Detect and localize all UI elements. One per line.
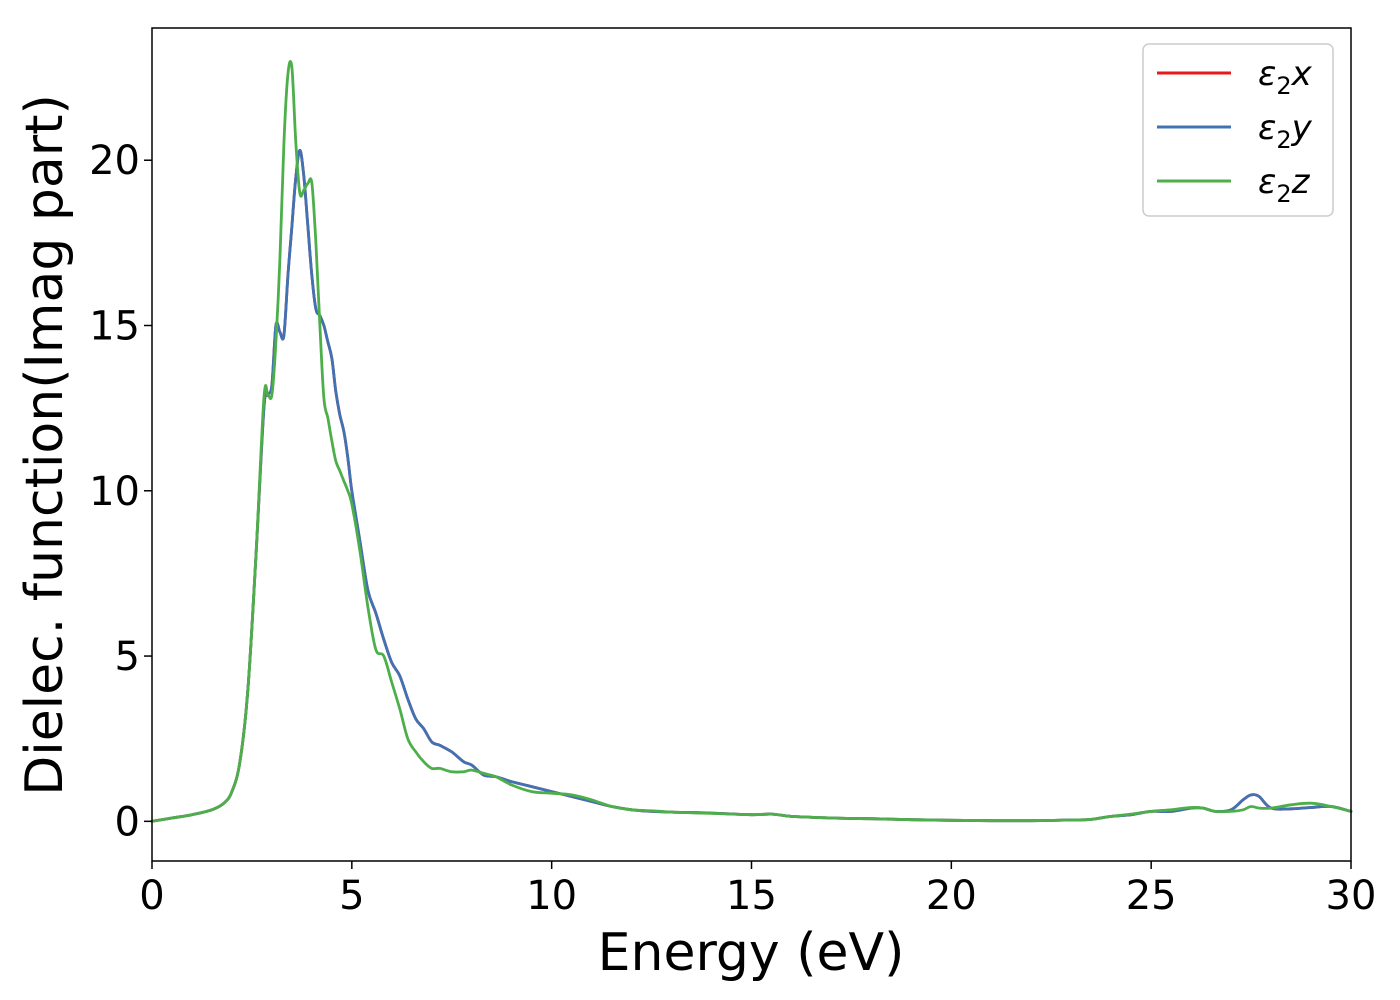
x-tick-label: 25: [1126, 873, 1177, 919]
x-tick-label: 5: [339, 873, 364, 919]
y-tick-label: 20: [89, 138, 140, 184]
y-tick-label: 15: [89, 304, 140, 350]
series-line-z: [150, 59, 1353, 823]
x-tick-label: 10: [526, 873, 577, 919]
y-tick-label: 10: [89, 469, 140, 515]
y-axis-ticks: 0 5 10 15 20: [89, 138, 152, 845]
x-tick-label: 15: [726, 873, 777, 919]
legend-label-x: ε2x: [1258, 54, 1313, 100]
x-tick-label: 20: [926, 873, 977, 919]
x-axis-ticks: 0 5 10 15 20 25 30: [139, 861, 1376, 919]
legend: ε2x ε2y ε2z: [1142, 43, 1334, 217]
x-tick-label: 0: [139, 873, 164, 919]
legend-label-y: ε2y: [1258, 108, 1313, 154]
y-tick-label: 5: [115, 634, 140, 680]
x-tick-label: 30: [1326, 873, 1377, 919]
legend-label-z: ε2z: [1258, 162, 1311, 208]
legend-box: [1142, 43, 1334, 217]
plot-lines: [150, 59, 1353, 823]
y-axis-label: Dielec. function(Imag part): [15, 94, 75, 796]
x-axis-label: Energy (eV): [598, 923, 905, 983]
y-tick-label: 0: [115, 799, 140, 845]
